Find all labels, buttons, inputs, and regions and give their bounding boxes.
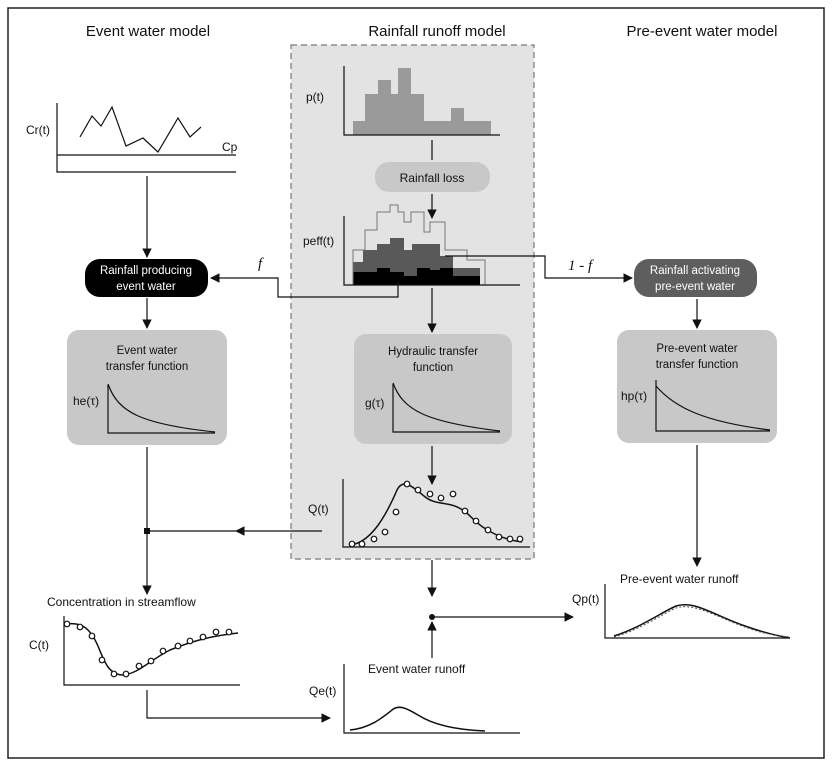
hydraulic-transfer-function-box: Hydraulic transfer function g(τ) <box>354 334 512 444</box>
producing-line2: event water <box>116 281 176 293</box>
rainfall-runoff-model-title: Rainfall runoff model <box>368 23 505 40</box>
hp-label: hp(τ) <box>621 389 647 403</box>
rainfall-loss-box <box>375 162 490 192</box>
activating-line1: Rainfall activating <box>650 265 740 277</box>
fraction-one-minus-f: 1 - f <box>568 258 594 274</box>
rainfall-activating-box <box>634 259 757 297</box>
event-tf-line2: transfer function <box>106 361 188 373</box>
flow-lines <box>142 140 702 723</box>
event-runoff-title: Event water runoff <box>368 662 466 676</box>
event-water-model-title: Event water model <box>86 23 210 40</box>
peff-graph: peff(t) <box>303 204 520 286</box>
q-graph: Q(t) <box>308 479 530 548</box>
rainfall-loss-label: Rainfall loss <box>400 171 465 185</box>
p-graph: p(t) <box>306 66 500 136</box>
producing-line1: Rainfall producing <box>100 265 192 277</box>
qp-graph: Qp(t) <box>572 584 791 639</box>
concentration-title: Concentration in streamflow <box>47 595 196 609</box>
concentration-node <box>144 528 150 534</box>
c-graph: C(t) <box>29 616 240 686</box>
qe-label: Qe(t) <box>309 684 336 698</box>
event-transfer-function-box: Event water transfer function he(τ) <box>67 330 227 445</box>
peff-label: peff(t) <box>303 234 334 248</box>
junction-node <box>429 614 435 620</box>
pre-tf-line1: Pre-event water <box>656 343 737 355</box>
cr-graph: Cr(t) Cp <box>26 103 238 173</box>
fraction-f: f <box>258 256 264 272</box>
pre-event-runoff-title: Pre-event water runoff <box>620 572 739 586</box>
rainfall-producing-box <box>85 259 208 297</box>
he-label: he(τ) <box>73 394 99 408</box>
event-tf-line1: Event water <box>117 345 178 357</box>
p-label: p(t) <box>306 90 324 104</box>
g-label: g(τ) <box>365 396 384 410</box>
pre-event-transfer-function-box: Pre-event water transfer function hp(τ) <box>617 330 777 443</box>
cp-label: Cp <box>222 140 238 154</box>
pre-event-water-model-title: Pre-event water model <box>627 23 778 40</box>
hydraulic-tf-line1: Hydraulic transfer <box>388 346 478 358</box>
qp-label: Qp(t) <box>572 592 599 606</box>
hydraulic-tf-line2: function <box>413 362 453 374</box>
activating-line2: pre-event water <box>655 281 735 293</box>
pre-tf-line2: transfer function <box>656 359 738 371</box>
c-label: C(t) <box>29 638 49 652</box>
q-label: Q(t) <box>308 502 329 516</box>
qe-graph: Qe(t) <box>309 664 520 734</box>
cr-label: Cr(t) <box>26 123 50 137</box>
